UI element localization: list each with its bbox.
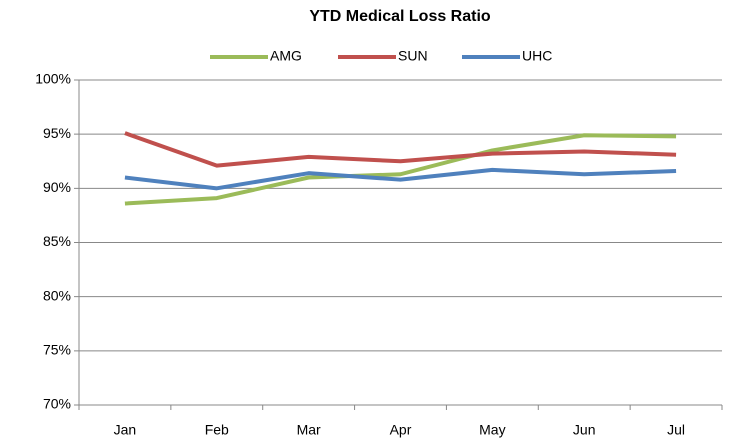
series-line xyxy=(124,131,677,168)
legend-label: AMG xyxy=(270,48,302,64)
x-tick-label: Feb xyxy=(205,422,229,438)
y-tick-label: 75% xyxy=(43,342,71,358)
x-tick-label: Mar xyxy=(297,422,321,438)
y-tick-label: 95% xyxy=(43,125,71,141)
x-tick-label: Jun xyxy=(573,422,596,438)
x-tick-label: Jul xyxy=(667,422,685,438)
series-line xyxy=(124,167,677,191)
y-tick-label: 80% xyxy=(43,287,71,303)
y-tick-label: 85% xyxy=(43,233,71,249)
x-tick-label: May xyxy=(479,422,505,438)
y-tick-label: 90% xyxy=(43,179,71,195)
series-line xyxy=(124,133,677,206)
x-tick-label: Apr xyxy=(390,422,412,438)
y-tick-label: 100% xyxy=(35,71,71,87)
legend-label: SUN xyxy=(398,48,428,64)
chart-title: YTD Medical Loss Ratio xyxy=(309,8,491,25)
y-tick-label: 70% xyxy=(43,396,71,412)
legend-label: UHC xyxy=(522,48,552,64)
x-tick-label: Jan xyxy=(114,422,137,438)
